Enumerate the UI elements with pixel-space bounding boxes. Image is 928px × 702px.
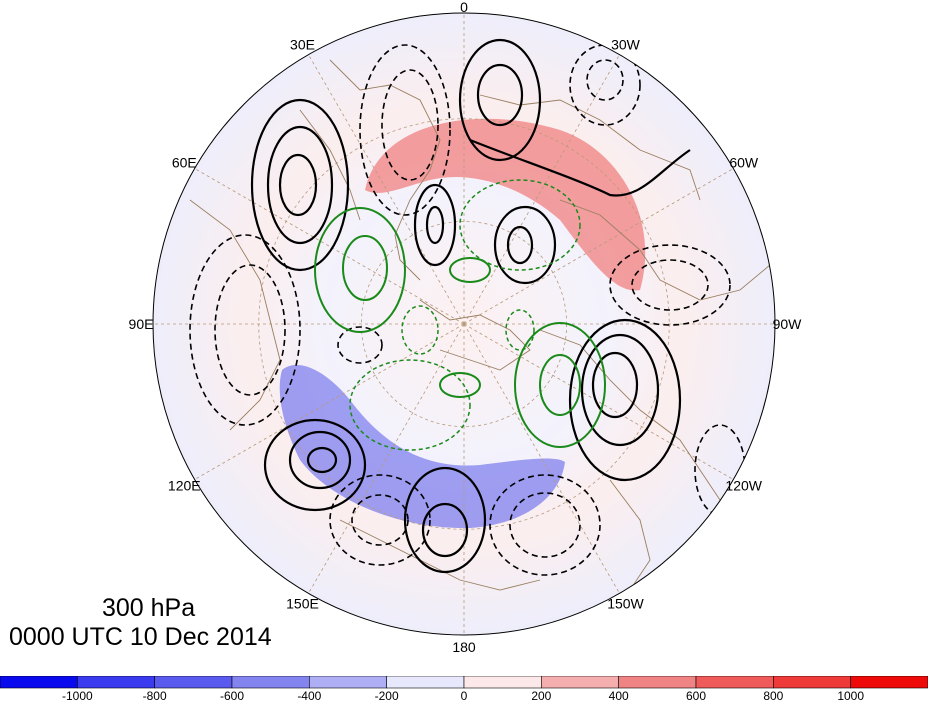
longitude-label: 60W (729, 155, 759, 171)
longitude-label: 120E (168, 478, 201, 494)
positive-anomaly-shade (365, 118, 646, 291)
colorbar: -1000 -800 -600 -400 -200 0 200 400 600 800 1000 (0, 676, 928, 702)
colorbar-swatch (154, 676, 233, 689)
colorbar-swatch (541, 676, 619, 689)
colorbar-swatch (463, 676, 542, 689)
longitude-label: 60E (172, 155, 197, 171)
colorbar-swatch (0, 676, 78, 689)
colorbar-swatch (618, 676, 697, 689)
colorbar-label: 200 (531, 689, 551, 702)
colorbar-swatch (850, 676, 928, 689)
valid-time-title: 0000 UTC 10 Dec 2014 (9, 623, 272, 651)
longitude-label: 90E (129, 316, 154, 332)
longitude-label: 90W (773, 316, 803, 332)
meridian-line (308, 323, 465, 594)
colorbar-label: -600 (220, 689, 244, 702)
colorbar-swatch (695, 676, 774, 689)
colorbar-label: 600 (686, 689, 706, 702)
colorbar-label: 1000 (837, 689, 864, 702)
meridian-line (463, 168, 734, 325)
longitude-label: 120W (725, 478, 762, 494)
longitude-label: 150W (607, 596, 644, 612)
longitude-labels: 0 30W 60W 90W 120W 150W 180 150E 120E 90E 60E 30E (129, 0, 803, 655)
colorbar-label: -1000 (62, 689, 93, 702)
colorbar-swatch (231, 676, 310, 689)
positive-contours (250, 38, 691, 574)
colorbar-swatch (386, 676, 465, 689)
meridian-line (194, 323, 465, 480)
longitude-label: 30E (290, 36, 315, 52)
secondary-contours (314, 179, 606, 451)
colorbar-label: 400 (609, 689, 629, 702)
negative-contours (189, 44, 746, 576)
colorbar-swatch (77, 676, 155, 689)
longitude-label: 30W (611, 36, 641, 52)
negative-anomaly-shade (279, 364, 565, 529)
colorbar-label: -200 (375, 689, 399, 702)
meridian-line (463, 323, 734, 480)
colorbar-swatch (773, 676, 851, 689)
polar-stereographic-map: 0 30W 60W 90W 120W 150W 180 150E 120E 90E 60E 30E (129, 0, 803, 655)
longitude-label: 150E (286, 596, 319, 612)
colorbar-label: -400 (297, 689, 321, 702)
longitude-label: 180 (452, 639, 476, 655)
meridian-line (308, 54, 465, 325)
meridian-line (194, 168, 465, 325)
colorbar-label: -800 (143, 689, 167, 702)
map-boundary (152, 12, 776, 636)
colorbar-label: 800 (763, 689, 783, 702)
colorbar-label: 0 (461, 689, 468, 702)
latitude-circle (258, 118, 670, 530)
colorbar-swatch (309, 676, 387, 689)
meridian-line (463, 54, 620, 325)
longitude-label: 0 (460, 0, 468, 15)
pressure-level-title: 300 hPa (102, 594, 196, 622)
